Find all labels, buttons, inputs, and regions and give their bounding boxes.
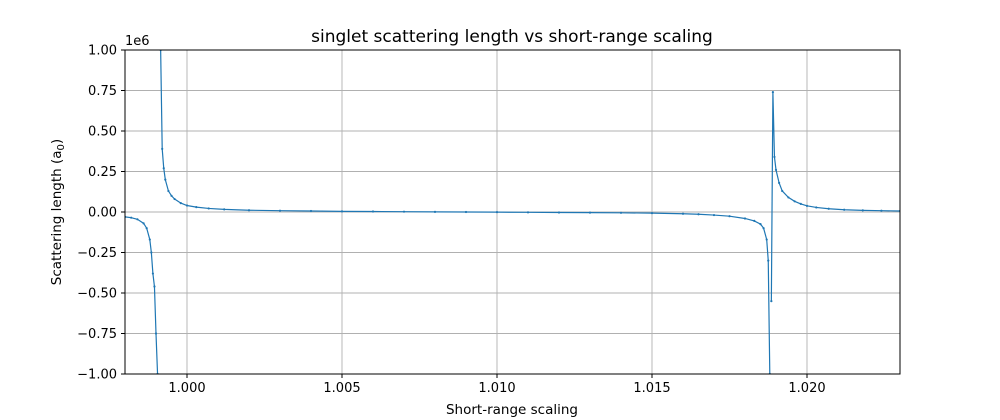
data-point	[145, 227, 148, 230]
series-line-segment	[770, 92, 900, 302]
data-point	[728, 215, 731, 218]
data-point	[162, 167, 165, 170]
data-point	[278, 209, 282, 212]
data-point	[309, 209, 313, 213]
x-tick-label: 1.005	[323, 381, 360, 396]
y-tick-label: −0.50	[77, 287, 117, 302]
data-point	[526, 211, 530, 214]
data-point	[799, 202, 802, 205]
data-point	[793, 200, 796, 203]
y-axis-label: Scattering length (a0)	[49, 139, 67, 285]
data-point	[778, 181, 781, 184]
data-point	[767, 259, 770, 262]
x-tick-label: 1.000	[168, 381, 205, 396]
data-point	[815, 206, 818, 209]
data-point	[681, 212, 685, 215]
data-point	[161, 147, 164, 150]
data-point	[774, 168, 778, 171]
data-point	[170, 194, 173, 197]
data-point	[753, 219, 756, 223]
data-point	[770, 300, 773, 303]
data-point	[195, 206, 198, 209]
series-line	[125, 50, 900, 374]
y-axis: −1.00 −0.75 −0.50 −0.25 0.00 0.25 0.50 0.75 1.00	[77, 44, 125, 383]
data-point	[148, 238, 151, 241]
data-point	[495, 211, 499, 214]
chart-title: singlet scattering length vs short-range…	[311, 27, 713, 47]
data-point	[762, 227, 765, 230]
data-point	[650, 212, 654, 215]
y-axis-label-sub: 0	[56, 144, 67, 150]
data-point	[557, 211, 561, 214]
x-axis-label: Short-range scaling	[446, 402, 578, 418]
data-point	[136, 218, 139, 221]
data-point	[153, 285, 156, 288]
y-axis-label-close: )	[49, 139, 65, 144]
x-axis: 1.000 1.005 1.010 1.015 1.020	[168, 374, 826, 396]
data-point	[773, 155, 776, 159]
y-tick-label: 1.00	[88, 44, 117, 59]
data-point	[861, 209, 864, 212]
data-point	[371, 210, 375, 213]
data-point	[247, 209, 251, 212]
data-point	[464, 210, 468, 214]
data-point	[154, 332, 158, 335]
x-tick-label: 1.015	[633, 381, 670, 396]
data-point	[150, 251, 153, 254]
data-point	[827, 207, 830, 210]
data-point	[185, 204, 189, 207]
data-point	[588, 211, 592, 214]
data-point	[179, 201, 182, 205]
data-point	[843, 208, 846, 211]
y-tick-label: 0.50	[88, 125, 117, 140]
data-point	[781, 189, 784, 193]
data-point	[880, 209, 883, 212]
y-tick-label: 0.75	[88, 84, 117, 99]
y-tick-label: −0.75	[77, 327, 117, 342]
data-point	[173, 197, 176, 201]
y-tick-label: −1.00	[77, 368, 117, 383]
data-point	[619, 211, 623, 214]
data-point	[142, 222, 145, 225]
data-point	[697, 213, 700, 216]
x-tick-label: 1.010	[478, 381, 515, 396]
data-point	[402, 210, 406, 213]
y-tick-label: 0.25	[88, 165, 117, 180]
data-point	[771, 91, 775, 94]
x-tick-label: 1.020	[788, 381, 825, 396]
data-point	[340, 210, 344, 213]
y-offset-label: 1e6	[125, 34, 150, 49]
y-tick-label: 0.00	[88, 206, 117, 221]
y-tick-label: −0.25	[77, 246, 117, 261]
y-axis-label-main: Scattering length (a	[49, 150, 65, 285]
data-point	[759, 223, 762, 226]
data-point	[207, 207, 210, 210]
data-point	[130, 216, 133, 219]
data-point	[743, 217, 747, 220]
data-point	[712, 213, 716, 217]
data-point	[167, 189, 170, 193]
series-line-segment	[125, 216, 159, 374]
data-point	[787, 196, 790, 199]
data-point	[223, 208, 226, 211]
data-point	[151, 272, 154, 275]
series-clip-group	[125, 50, 900, 374]
data-point	[805, 204, 809, 207]
data-point	[433, 210, 437, 213]
data-point	[164, 178, 167, 181]
data-point	[765, 238, 768, 241]
